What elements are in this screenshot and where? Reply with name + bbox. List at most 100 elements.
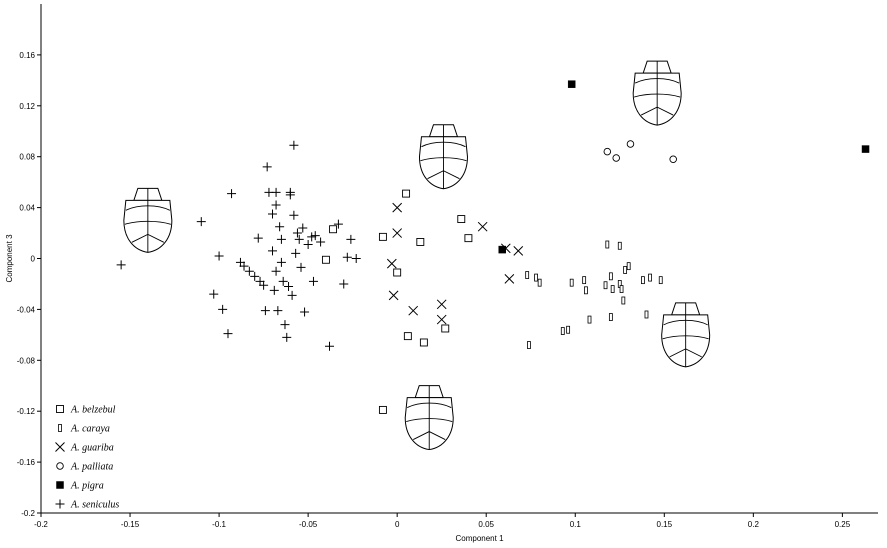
data-point <box>537 278 542 287</box>
data-point <box>196 217 206 227</box>
data-point <box>239 261 249 271</box>
data-point <box>321 255 330 264</box>
x-axis-title: Component 1 <box>455 534 504 543</box>
legend-label: A. guariba <box>70 443 114 454</box>
data-point <box>567 80 576 88</box>
data-point <box>388 290 399 301</box>
data-point <box>271 200 281 210</box>
data-point <box>291 248 301 258</box>
data-point <box>584 286 588 295</box>
data-point <box>403 332 412 341</box>
y-tick-label: -0.04 <box>17 305 36 314</box>
data-point <box>582 276 587 285</box>
data-point <box>278 276 288 286</box>
data-point <box>587 315 592 324</box>
data-point <box>621 296 626 305</box>
data-point <box>626 262 631 271</box>
data-point <box>441 324 450 333</box>
data-point <box>296 262 306 272</box>
legend-label: A. seniculus <box>70 500 119 511</box>
data-point <box>260 306 270 316</box>
data-point <box>329 225 338 234</box>
skull-outline-4 <box>657 298 714 371</box>
data-point <box>392 228 403 238</box>
data-point <box>386 258 397 269</box>
data-point <box>342 252 352 262</box>
y-tick-label: 0.08 <box>19 153 35 162</box>
data-point <box>303 240 313 250</box>
data-point <box>392 202 403 213</box>
y-tick-label: 0.04 <box>19 204 35 213</box>
data-point <box>534 273 538 282</box>
x-tick-label: 0.2 <box>748 520 760 529</box>
data-point <box>612 154 620 162</box>
data-point <box>346 234 356 244</box>
x-tick-label: 0.05 <box>478 520 494 529</box>
data-point <box>605 240 610 249</box>
data-point <box>276 234 286 244</box>
data-point <box>268 246 278 256</box>
data-point <box>324 341 334 351</box>
data-point <box>623 266 628 274</box>
skull-outline-1 <box>119 184 176 257</box>
data-point <box>669 155 677 163</box>
data-point <box>419 338 428 347</box>
data-point <box>861 145 870 153</box>
data-point <box>351 254 361 263</box>
data-point <box>464 234 473 243</box>
data-point <box>253 233 263 243</box>
data-point <box>244 266 254 276</box>
data-point <box>527 341 531 349</box>
skull-outline-3 <box>629 57 686 130</box>
data-point <box>316 237 326 247</box>
legend-marker <box>56 462 64 470</box>
data-point <box>378 232 387 241</box>
data-point <box>626 140 635 148</box>
data-point <box>276 257 286 267</box>
data-point <box>617 241 622 250</box>
legend-marker <box>58 424 62 432</box>
data-point <box>603 281 608 290</box>
data-point <box>298 223 308 233</box>
shape-icons <box>119 57 714 454</box>
legend-marker <box>55 499 65 509</box>
x-tick-label: 0.15 <box>657 520 673 529</box>
data-point <box>273 306 283 316</box>
data-point <box>292 228 302 238</box>
data-point <box>289 140 299 150</box>
data-point <box>116 260 126 270</box>
data-point <box>227 189 237 199</box>
data-point <box>402 189 411 198</box>
data-point <box>436 299 447 310</box>
data-point <box>262 162 272 172</box>
data-point <box>250 271 260 281</box>
x-tick-label: -0.05 <box>299 520 318 529</box>
y-axis-title: Component 3 <box>5 234 14 283</box>
x-tick-label: 0.1 <box>570 520 582 529</box>
y-tick-label: 0.12 <box>19 102 35 111</box>
data-point <box>498 245 506 254</box>
y-tick-label: -0.08 <box>17 356 36 365</box>
data-point <box>271 187 281 197</box>
data-point <box>214 251 224 261</box>
data-point <box>436 314 447 325</box>
x-tick-label: 0.25 <box>835 520 851 529</box>
data-point <box>610 285 615 293</box>
y-tick-label: 0 <box>31 255 36 264</box>
data-point <box>308 276 318 286</box>
data-point <box>259 280 269 290</box>
legend-marker <box>56 481 64 489</box>
y-tick-label: -0.12 <box>17 407 36 416</box>
skull-outline-5 <box>401 381 458 454</box>
data-point <box>416 238 425 246</box>
data-point <box>457 215 466 224</box>
data-point <box>566 325 571 334</box>
data-point <box>477 221 488 232</box>
data-point <box>223 329 233 339</box>
data-point <box>284 281 294 291</box>
data-point <box>333 219 343 229</box>
x-tick-label: -0.1 <box>212 520 226 529</box>
data-point <box>275 222 285 232</box>
data-point <box>658 276 663 285</box>
